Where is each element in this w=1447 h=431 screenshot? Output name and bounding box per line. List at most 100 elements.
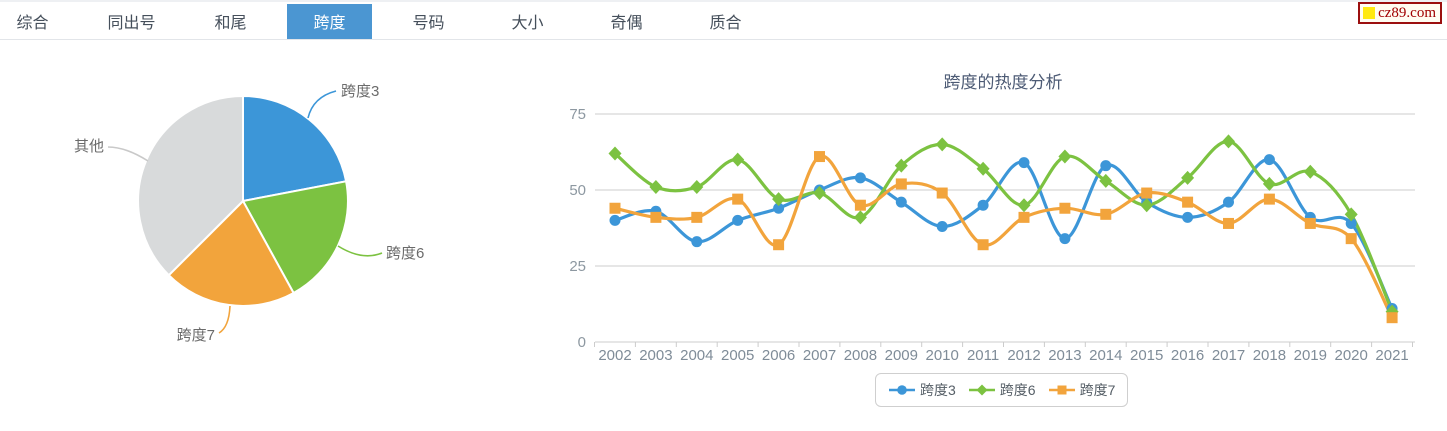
pie-label-其他: 其他 [74, 138, 104, 155]
data-point [1059, 233, 1071, 245]
pie-slice-其他[interactable] [137, 94, 244, 277]
x-axis-label: 2016 [1171, 347, 1204, 364]
pie-leader-line [337, 245, 383, 257]
y-axis-label: 50 [569, 182, 586, 199]
data-point [814, 151, 825, 163]
tab-label: 号码 [412, 14, 445, 32]
data-point [1263, 154, 1275, 166]
tab-奇偶[interactable]: 奇偶 [577, 2, 676, 39]
data-point [1059, 202, 1071, 214]
legend-marker-icon [889, 385, 915, 395]
data-point [813, 186, 826, 201]
data-point [1386, 312, 1398, 324]
legend-item-跨度6[interactable]: 跨度6 [968, 380, 1036, 400]
data-point [691, 236, 703, 248]
tab-大小[interactable]: 大小 [478, 2, 577, 39]
x-axis-label: 2018 [1253, 347, 1286, 364]
data-point [1099, 173, 1113, 188]
data-point [650, 211, 662, 223]
legend-marker-icon [968, 384, 995, 396]
tab-质合[interactable]: 质合 [676, 2, 775, 39]
data-point [1263, 193, 1275, 205]
x-axis-label: 2006 [762, 347, 795, 364]
data-point [1018, 211, 1030, 223]
tab-label: 跨度 [313, 14, 346, 32]
pie-slice-跨度6[interactable] [241, 180, 349, 295]
data-point [609, 214, 621, 226]
data-point [1345, 233, 1357, 245]
data-point [935, 137, 949, 152]
x-axis-label: 2013 [1048, 347, 1081, 364]
legend-item-跨度7[interactable]: 跨度7 [1048, 380, 1116, 400]
series-markers-跨度7 [609, 151, 1398, 324]
data-point [1182, 211, 1194, 223]
data-point [732, 214, 744, 226]
line-svg: 0 25 50 75 2002 2003 2004 2005 2006 2007 2008 2009 2… [569, 106, 1415, 364]
x-axis-label: 2011 [967, 347, 999, 364]
x-axis-label: 2021 [1375, 347, 1408, 364]
tab-和尾[interactable]: 和尾 [181, 2, 280, 39]
tab-label: 质合 [709, 14, 742, 32]
data-point [1345, 217, 1357, 229]
x-axis-label: 2004 [680, 347, 713, 364]
tab-综合[interactable]: 综合 [0, 2, 82, 39]
data-point [1141, 187, 1153, 199]
legend-marker-icon [1048, 385, 1075, 395]
line-chart-title: 跨度的热度分析 [943, 73, 1063, 92]
data-point [773, 239, 785, 251]
x-axis-label: 2020 [1335, 347, 1368, 364]
data-point [1058, 149, 1072, 164]
x-axis-label: 2019 [1294, 347, 1327, 364]
data-point [772, 192, 786, 207]
tab-label: 综合 [16, 14, 49, 32]
pie-svg: 跨度3 跨度6 跨度7 其他 [74, 83, 424, 344]
tab-label: 奇偶 [610, 14, 643, 32]
data-point [690, 179, 704, 194]
data-point [1100, 208, 1112, 220]
x-axis-label: 2014 [1089, 347, 1122, 364]
data-point [1017, 198, 1031, 213]
series-markers-跨度6 [608, 134, 1399, 319]
tab-跨度[interactable]: 跨度 [280, 2, 379, 39]
series-line-跨度6 [613, 139, 1394, 314]
logo-text: cz89.com [1378, 4, 1436, 21]
tab-号码[interactable]: 号码 [379, 2, 478, 39]
line-chart: 0 25 50 75 2002 2003 2004 2005 2006 2007 2008 2009 2… [540, 55, 1447, 375]
pie-leader-line [218, 305, 231, 334]
legend-label: 跨度7 [1079, 382, 1116, 398]
data-point [854, 172, 866, 184]
data-point [1181, 170, 1195, 185]
pie-chart: 跨度3 跨度6 跨度7 其他 [0, 50, 470, 380]
x-axis-label: 2005 [721, 347, 754, 364]
data-point [976, 161, 990, 176]
tab-label: 大小 [511, 14, 544, 32]
data-point [977, 239, 989, 251]
data-point [936, 187, 948, 199]
x-axis-label: 2012 [1007, 347, 1040, 364]
data-point [609, 202, 621, 214]
pie-slice-跨度3[interactable] [242, 94, 348, 203]
data-point [1100, 160, 1112, 172]
data-point [1303, 164, 1317, 179]
data-point [608, 146, 622, 161]
site-logo[interactable]: cz89.com [1358, 2, 1442, 24]
x-axis-label: 2009 [885, 347, 918, 364]
y-axis-label: 0 [578, 334, 586, 351]
x-axis-label: 2002 [598, 347, 631, 364]
data-point [936, 220, 948, 232]
logo-square-icon [1363, 7, 1376, 19]
data-point [853, 210, 867, 225]
x-axis-label: 2010 [926, 347, 959, 364]
legend-item-跨度3[interactable]: 跨度3 [888, 380, 956, 400]
data-point [894, 158, 908, 173]
pie-leader-line [307, 90, 337, 119]
pie-slice-跨度7[interactable] [167, 199, 295, 307]
tab-label: 同出号 [107, 14, 156, 32]
x-axis-label: 2007 [803, 347, 836, 364]
data-point [1018, 157, 1030, 169]
data-point [731, 152, 745, 167]
tab-同出号[interactable]: 同出号 [82, 2, 181, 39]
data-point [1223, 196, 1234, 208]
x-axis-label: 2003 [639, 347, 672, 364]
data-point [895, 178, 907, 190]
